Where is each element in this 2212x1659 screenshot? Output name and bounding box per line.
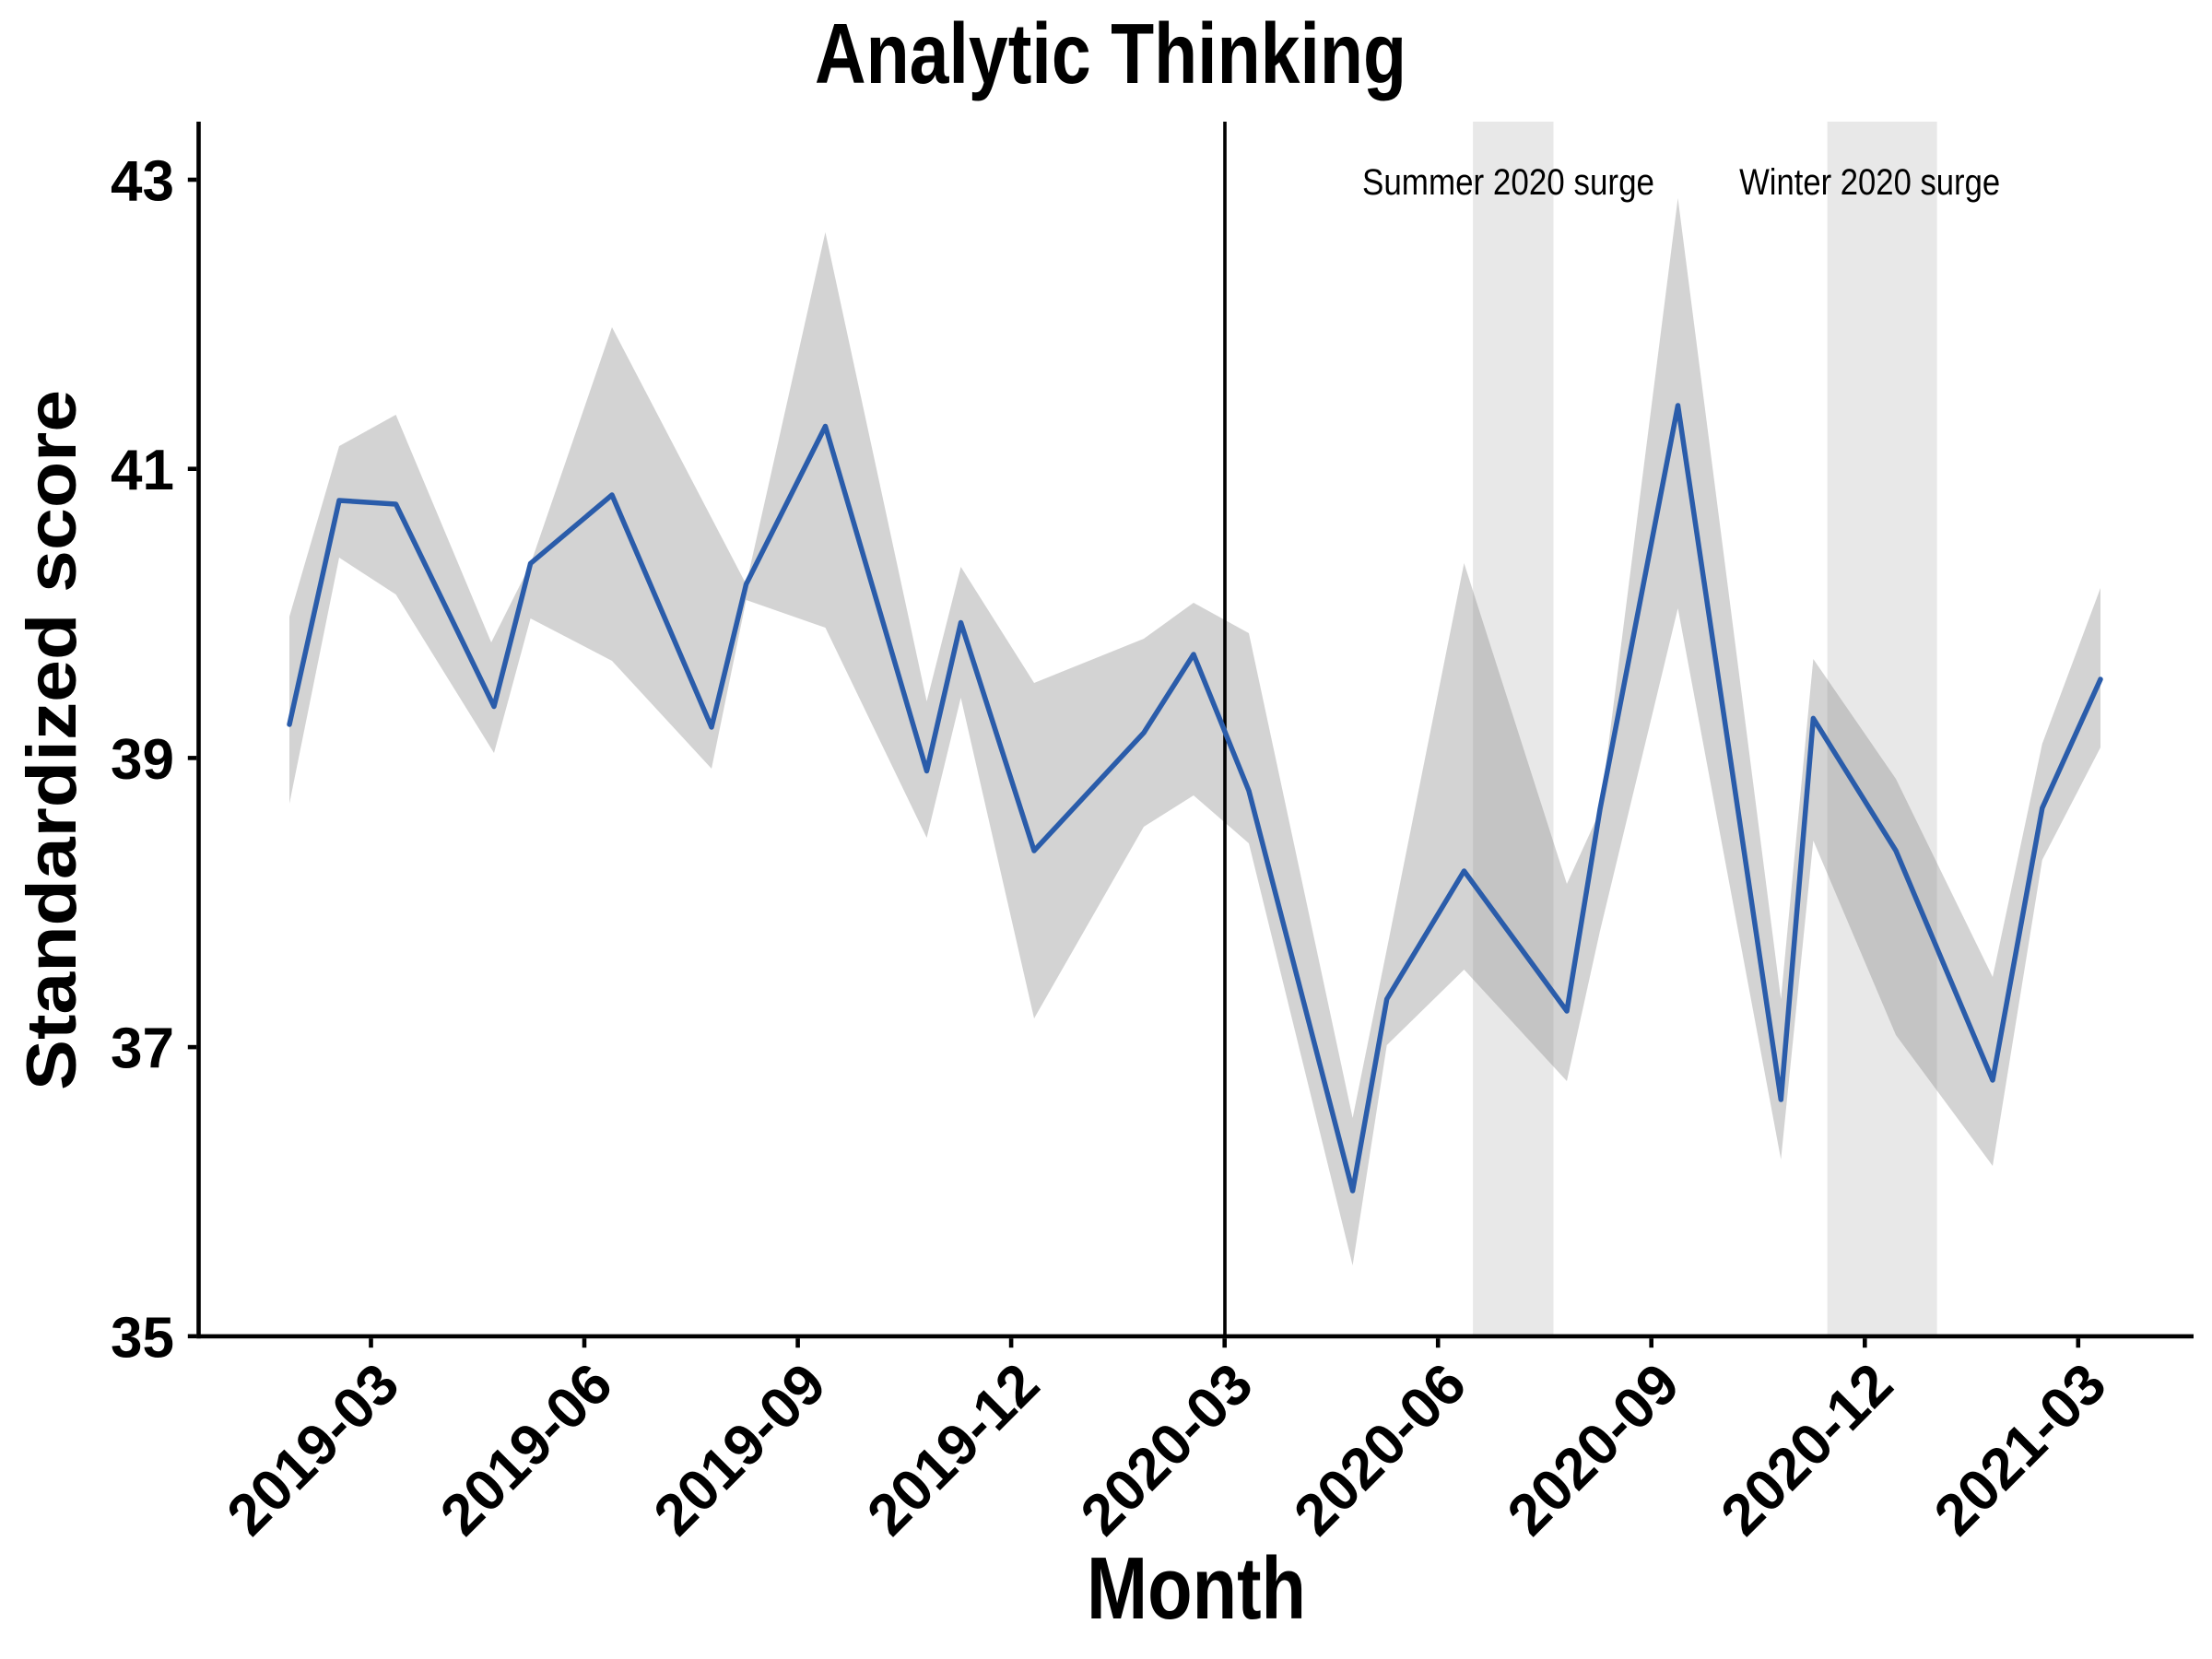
svg-text:35: 35 — [111, 1306, 174, 1370]
svg-text:Summer 2020 surge: Summer 2020 surge — [1362, 162, 1654, 203]
svg-text:Winter 2020 surge: Winter 2020 surge — [1739, 162, 2000, 203]
svg-text:41: 41 — [111, 439, 174, 502]
svg-text:Month: Month — [1087, 1539, 1306, 1638]
svg-text:Analytic Thinking: Analytic Thinking — [815, 6, 1406, 101]
svg-text:39: 39 — [111, 728, 174, 792]
svg-text:Standardized score: Standardized score — [13, 390, 91, 1090]
svg-text:37: 37 — [111, 1018, 174, 1081]
svg-text:43: 43 — [111, 150, 174, 214]
